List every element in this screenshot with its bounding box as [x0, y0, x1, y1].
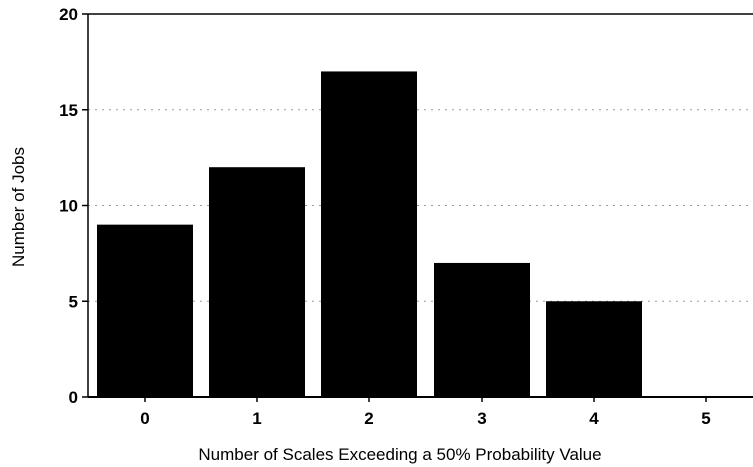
x-tick-label-4: 4	[589, 409, 599, 428]
y-tick-label-10: 10	[59, 197, 78, 216]
y-tick-label-0: 0	[69, 388, 78, 407]
y-tick-label-15: 15	[59, 101, 78, 120]
x-tick-label-1: 1	[252, 409, 261, 428]
x-tick-label-0: 0	[140, 409, 149, 428]
x-tick-label-5: 5	[701, 409, 710, 428]
gridlines	[88, 109, 753, 302]
bars	[97, 71, 642, 397]
bar-3	[434, 262, 530, 397]
y-tick-label-20: 20	[59, 5, 78, 24]
bar-4	[546, 301, 642, 397]
bar-2	[321, 71, 417, 397]
y-axis-title: Number of Jobs	[9, 147, 28, 267]
x-tick-label-2: 2	[364, 409, 373, 428]
x-tick-labels: 0 1 2 3 4 5	[140, 397, 711, 428]
y-tick-label-5: 5	[69, 292, 78, 311]
y-tick-labels: 0 5 10 15 20	[59, 5, 88, 407]
x-axis-title: Number of Scales Exceeding a 50% Probabi…	[198, 445, 601, 464]
x-tick-label-3: 3	[477, 409, 486, 428]
bar-0	[97, 224, 193, 397]
bar-1	[209, 167, 305, 397]
